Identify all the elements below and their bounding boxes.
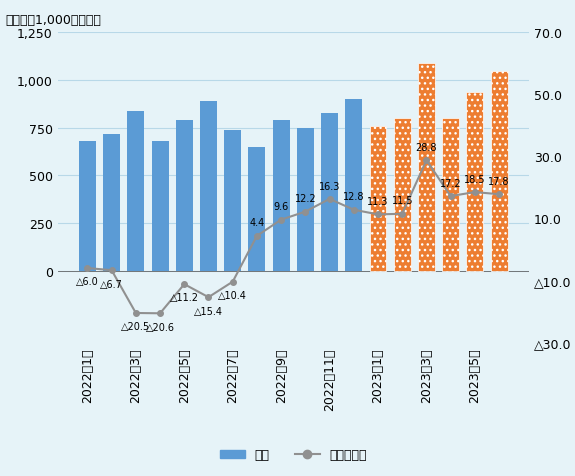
Text: △11.2: △11.2: [170, 293, 199, 303]
Text: 9.6: 9.6: [274, 202, 289, 212]
Text: △6.7: △6.7: [100, 279, 123, 289]
Text: 28.8: 28.8: [416, 142, 437, 152]
Text: 17.2: 17.2: [440, 178, 462, 188]
Bar: [79, 142, 96, 271]
Bar: [103, 134, 120, 271]
Text: 4.4: 4.4: [250, 218, 264, 228]
Text: △10.4: △10.4: [218, 290, 247, 300]
Text: △20.6: △20.6: [145, 322, 175, 332]
Legend: 台数, 前年同月比: 台数, 前年同月比: [214, 444, 372, 466]
Bar: [128, 111, 144, 271]
Bar: [466, 92, 484, 271]
Text: 12.8: 12.8: [343, 192, 365, 202]
Text: △15.4: △15.4: [194, 306, 223, 316]
Bar: [224, 130, 241, 271]
Bar: [418, 64, 435, 271]
Bar: [273, 121, 290, 271]
Bar: [370, 127, 386, 271]
Bar: [321, 113, 338, 271]
Bar: [200, 102, 217, 271]
Bar: [442, 119, 459, 271]
Bar: [394, 119, 411, 271]
Text: △6.0: △6.0: [76, 277, 99, 287]
Text: 17.8: 17.8: [488, 177, 510, 187]
Text: △20.5: △20.5: [121, 322, 151, 332]
Bar: [346, 100, 362, 271]
Text: （単位：1,000台、％）: （単位：1,000台、％）: [6, 14, 102, 27]
Bar: [297, 129, 314, 271]
Text: 18.5: 18.5: [464, 174, 486, 184]
Bar: [176, 121, 193, 271]
Text: 11.3: 11.3: [367, 197, 389, 207]
Text: 11.5: 11.5: [392, 196, 413, 206]
Bar: [248, 148, 266, 271]
Bar: [152, 142, 168, 271]
Text: 12.2: 12.2: [294, 194, 316, 204]
Bar: [490, 71, 508, 271]
Text: 16.3: 16.3: [319, 181, 340, 191]
